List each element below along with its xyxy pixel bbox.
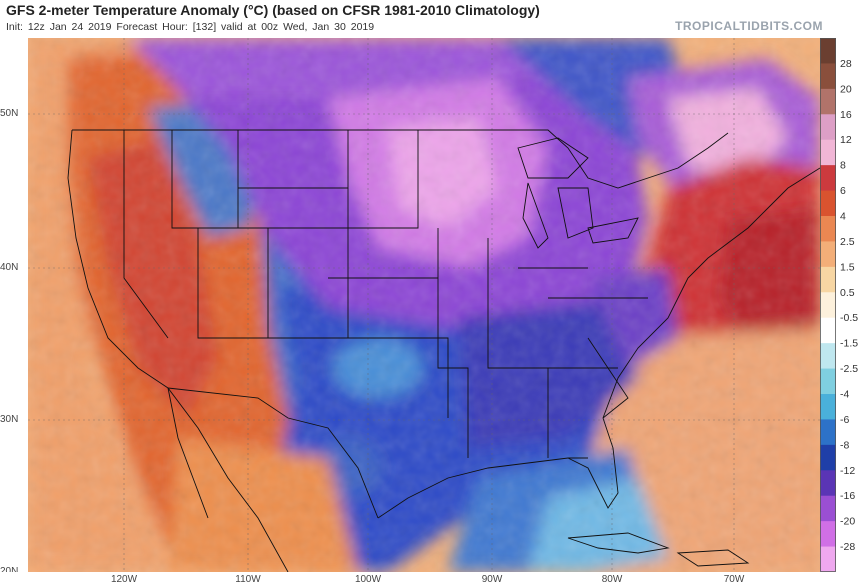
temperature-anomaly-map bbox=[28, 38, 820, 572]
source-watermark: TROPICALTIDBITS.COM bbox=[675, 19, 823, 33]
map-header: GFS 2-meter Temperature Anomaly (°C) (ba… bbox=[0, 0, 865, 38]
color-scale-swatch bbox=[820, 139, 836, 166]
color-scale-label: 1.5 bbox=[840, 261, 855, 273]
lon-label-90w: 90W bbox=[481, 574, 503, 585]
color-scale-swatch bbox=[820, 343, 836, 370]
color-scale-label: -4 bbox=[840, 389, 849, 401]
color-scale-swatch bbox=[820, 241, 836, 268]
lat-label-50n: 50N bbox=[0, 108, 19, 119]
color-scale-swatch bbox=[820, 394, 836, 420]
axis-strip bbox=[0, 572, 865, 586]
color-scale-label: -28 bbox=[840, 541, 855, 553]
color-scale-label: 0.5 bbox=[840, 287, 855, 299]
color-scale-label: 4 bbox=[840, 211, 846, 223]
color-scale-swatch bbox=[820, 114, 836, 141]
color-scale-swatch bbox=[820, 63, 836, 90]
lon-label-70w: 70W bbox=[723, 574, 745, 585]
color-scale-swatch bbox=[820, 292, 836, 319]
color-scale-swatch bbox=[820, 88, 836, 115]
color-scale-swatch bbox=[820, 317, 836, 344]
color-scale-label: 12 bbox=[840, 134, 852, 146]
color-scale-swatch bbox=[820, 444, 836, 471]
color-scale-label: -2.5 bbox=[840, 363, 858, 375]
color-scale-label: 16 bbox=[840, 109, 852, 121]
lat-label-20n: 20N bbox=[0, 566, 28, 577]
map-title: GFS 2-meter Temperature Anomaly (°C) (ba… bbox=[6, 2, 540, 18]
color-scale-swatch bbox=[820, 521, 836, 548]
color-scale-swatch bbox=[820, 190, 836, 217]
color-scale-swatch bbox=[820, 266, 836, 293]
color-scale-label: 6 bbox=[840, 185, 846, 197]
color-scale-swatch bbox=[820, 495, 836, 522]
color-scale-label: -6 bbox=[840, 414, 849, 426]
color-scale-label: 2.5 bbox=[840, 236, 855, 248]
caribbean-coastlines bbox=[567, 532, 750, 567]
color-scale-border bbox=[820, 38, 836, 572]
color-scale-swatch bbox=[820, 216, 836, 242]
color-scale-label: 8 bbox=[840, 160, 846, 172]
color-scale-label: -12 bbox=[840, 465, 855, 477]
lat-label-30n: 30N bbox=[0, 414, 19, 425]
color-scale-swatch bbox=[820, 368, 836, 395]
color-scale-legend: 28 20 16 12 8 6 4 2.5 1.5 0.5 -0.5 -1.5 -2.5 -4 -6 -8 -1… bbox=[820, 38, 858, 572]
color-scale-swatch bbox=[820, 470, 836, 497]
color-scale-swatch bbox=[820, 38, 836, 64]
anomaly-field bbox=[28, 38, 820, 572]
lon-label-120w: 120W bbox=[110, 574, 138, 585]
lat-label-40n: 40N bbox=[0, 262, 19, 273]
political-borders bbox=[67, 129, 820, 572]
lon-label-110w: 110W bbox=[235, 574, 261, 585]
color-scale-label: -16 bbox=[840, 490, 855, 502]
lon-label-100w: 100W bbox=[354, 574, 382, 585]
color-scale-swatch bbox=[820, 165, 836, 192]
color-scale-label: 28 bbox=[840, 58, 852, 70]
forecast-info: Init: 12z Jan 24 2019 Forecast Hour: [13… bbox=[6, 21, 375, 33]
color-scale-label: -8 bbox=[840, 439, 849, 451]
color-scale-label: -0.5 bbox=[840, 312, 858, 324]
color-scale-swatch bbox=[820, 419, 836, 446]
color-scale-label: -1.5 bbox=[840, 338, 858, 350]
color-scale-label: -20 bbox=[840, 516, 855, 528]
color-scale-swatch bbox=[820, 546, 836, 572]
graticule bbox=[28, 38, 820, 572]
color-scale-label: 20 bbox=[840, 83, 852, 95]
lon-label-80w: 80W bbox=[601, 574, 623, 585]
